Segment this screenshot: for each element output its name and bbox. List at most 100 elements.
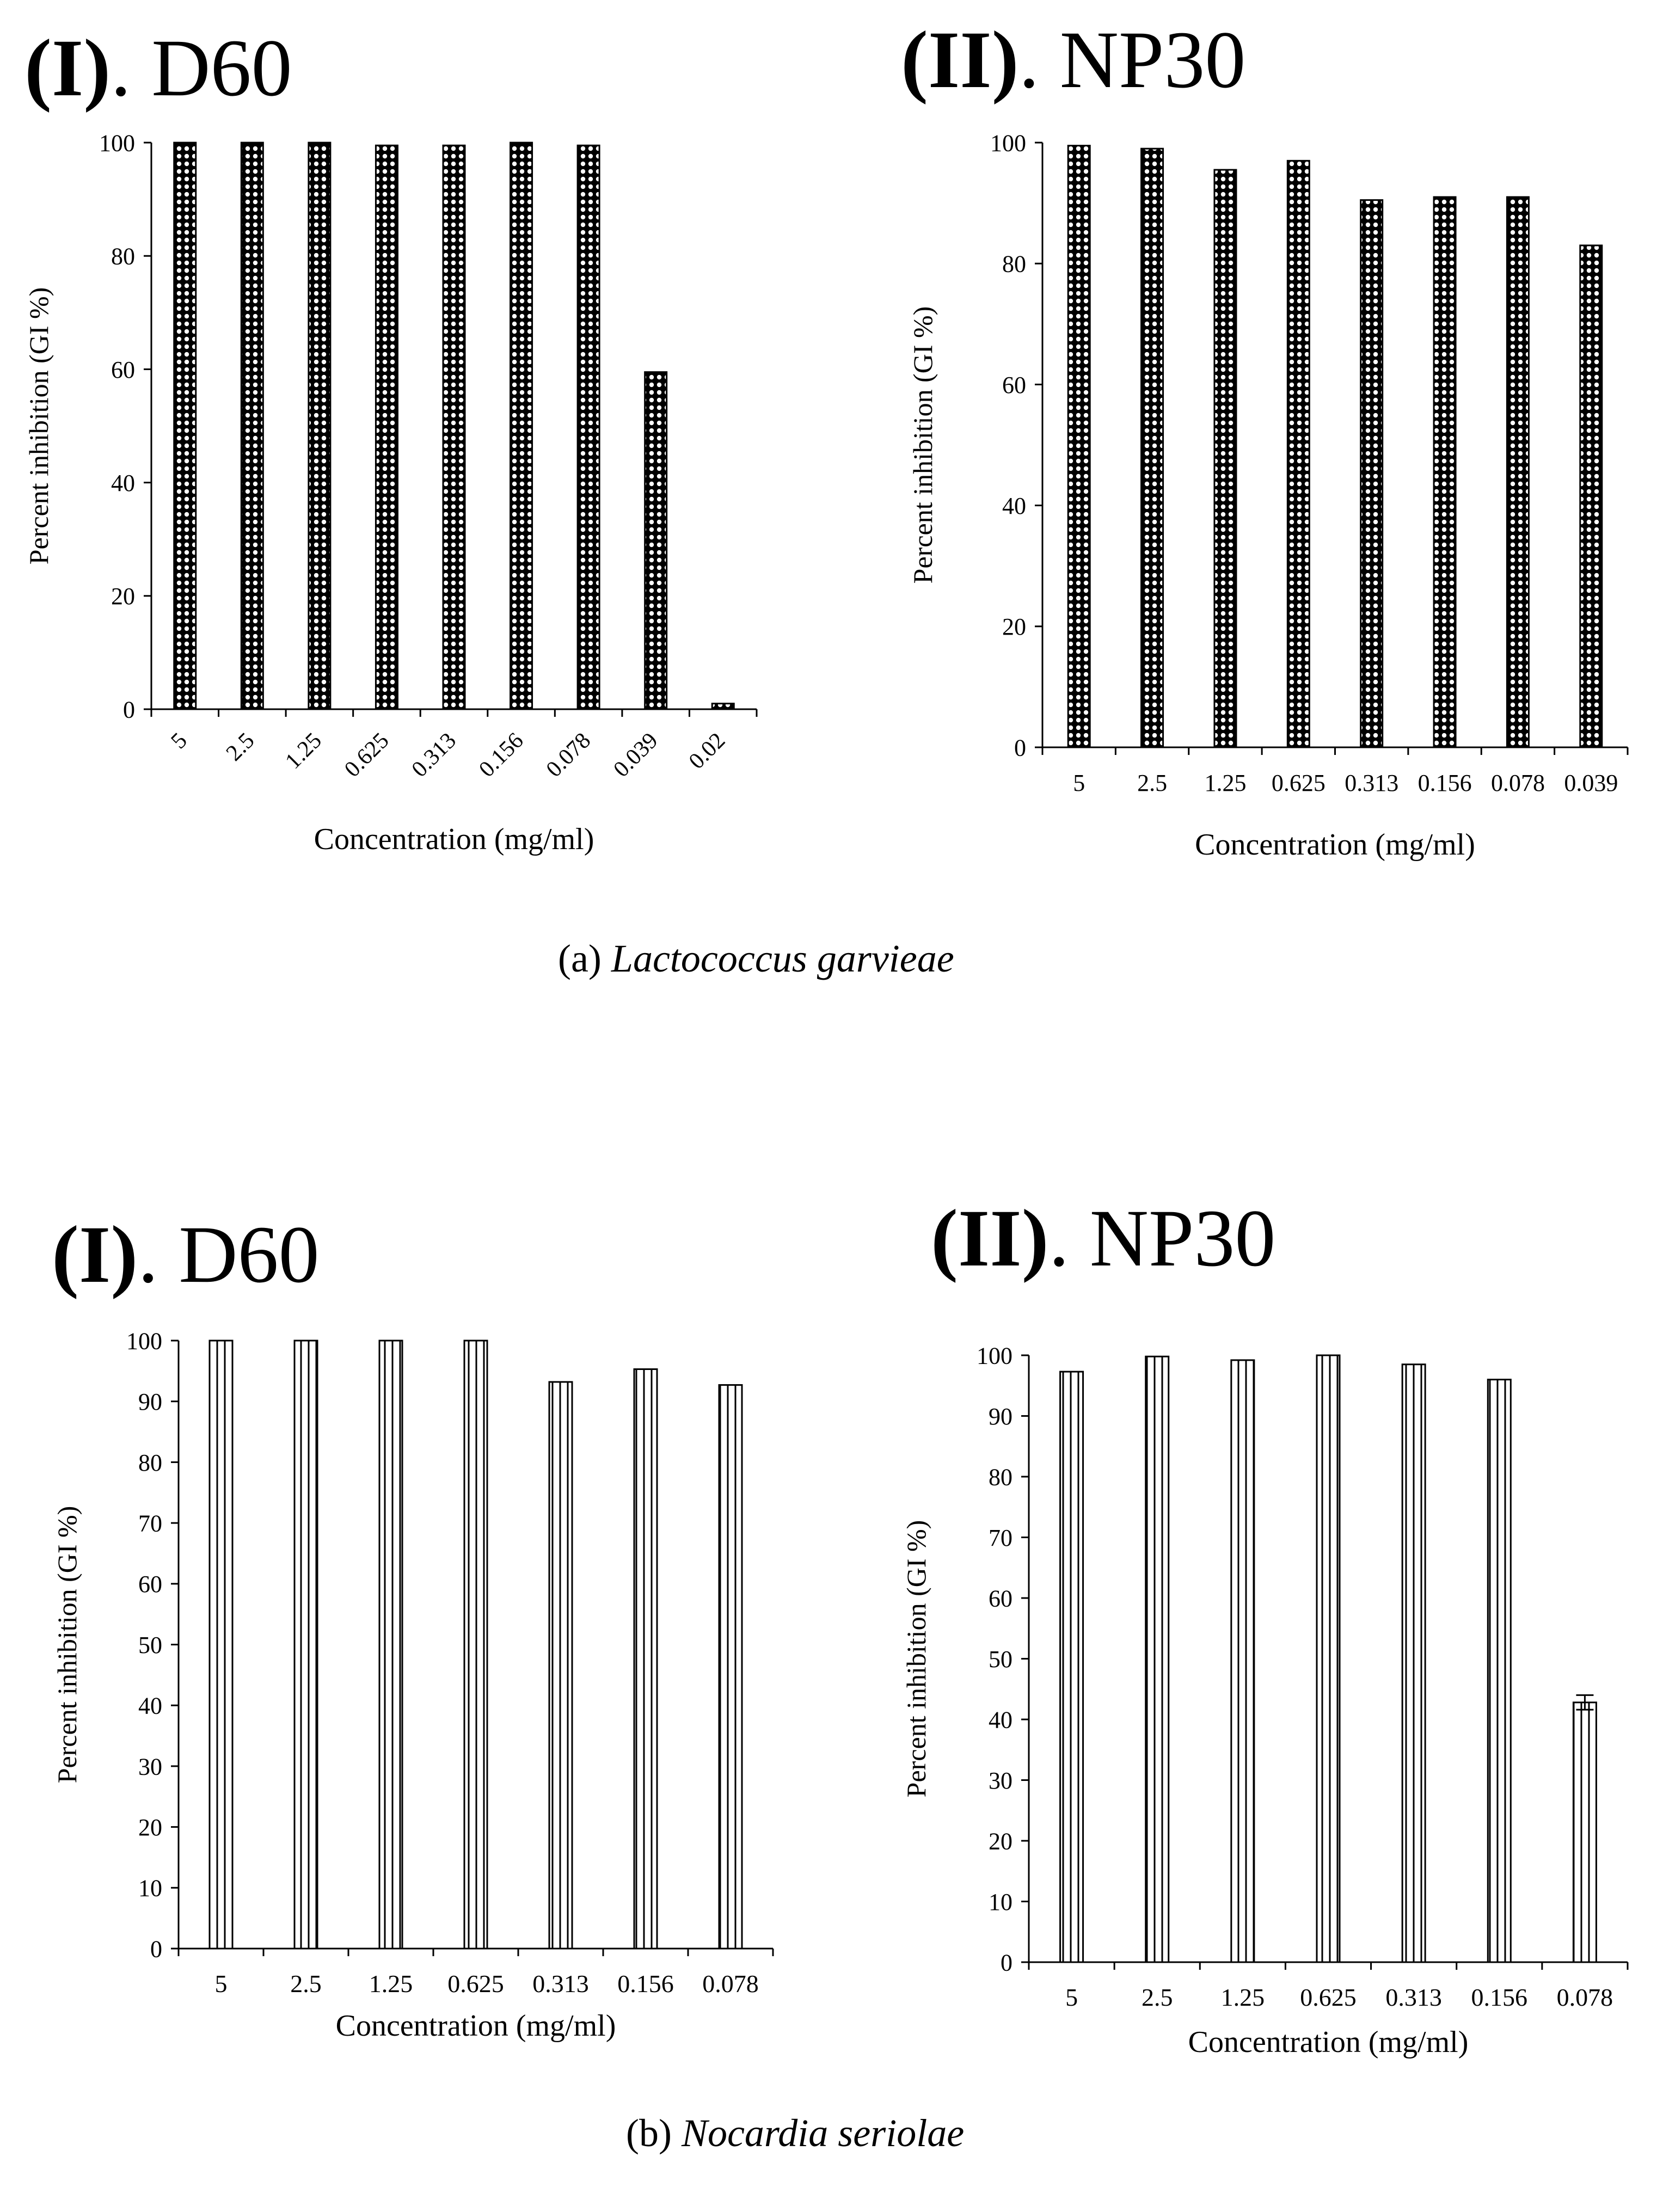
x-tick-label: 0.313 bbox=[532, 1970, 589, 1998]
bar bbox=[1433, 196, 1457, 748]
bar bbox=[1572, 1701, 1597, 1963]
panel-title-roman: (I) bbox=[24, 23, 111, 113]
bar bbox=[1579, 244, 1603, 748]
x-axis-label: Concentration (mg/ml) bbox=[1188, 2025, 1469, 2059]
panel-title-roman: (I) bbox=[52, 1209, 138, 1300]
panel-title-a-d60: (I). D60 bbox=[24, 27, 292, 109]
panel-title-b-d60: (I). D60 bbox=[52, 1214, 320, 1295]
panel-title-text: . NP30 bbox=[1048, 1193, 1276, 1283]
y-tick-label: 20 bbox=[989, 1828, 1012, 1854]
y-tick-label: 80 bbox=[138, 1449, 162, 1476]
panel-title-roman: (II) bbox=[901, 15, 1019, 105]
bar bbox=[1360, 199, 1384, 748]
bar bbox=[375, 144, 398, 710]
y-tick-label: 100 bbox=[126, 1328, 162, 1354]
bar bbox=[576, 144, 600, 710]
caption-prefix: (b) bbox=[626, 2111, 682, 2155]
y-tick-label: 40 bbox=[138, 1693, 162, 1719]
y-tick-label: 20 bbox=[111, 583, 135, 610]
bar bbox=[1506, 196, 1530, 748]
bar bbox=[1140, 148, 1164, 748]
y-tick-label: 60 bbox=[111, 357, 135, 383]
bar bbox=[378, 1340, 403, 1950]
x-tick-label: 1.25 bbox=[369, 1970, 413, 1998]
bar bbox=[293, 1340, 318, 1950]
caption-b: (b) Nocardia seriolae bbox=[626, 2111, 964, 2156]
bar bbox=[463, 1340, 488, 1950]
y-tick-label: 90 bbox=[138, 1388, 162, 1415]
y-tick-label: 0 bbox=[123, 696, 135, 723]
y-tick-label: 60 bbox=[989, 1585, 1012, 1612]
y-tick-label: 20 bbox=[1002, 613, 1026, 640]
y-tick-label: 10 bbox=[989, 1889, 1012, 1915]
bar bbox=[1213, 169, 1237, 748]
x-tick-label: 0.313 bbox=[1385, 1983, 1442, 2011]
bar bbox=[1316, 1354, 1341, 1963]
y-tick-label: 70 bbox=[989, 1525, 1012, 1551]
x-tick-label: 0.313 bbox=[1345, 770, 1398, 796]
bar bbox=[1230, 1359, 1255, 1963]
x-axis-label: Concentration (mg/ml) bbox=[336, 2009, 616, 2043]
x-tick-label: 0.625 bbox=[447, 1970, 504, 1998]
panel-title-b-np30: (II). NP30 bbox=[931, 1197, 1275, 1279]
caption-organism: Lactococcus garvieae bbox=[611, 937, 954, 980]
x-tick-label: 0.078 bbox=[1557, 1983, 1613, 2011]
bar bbox=[1487, 1379, 1512, 1963]
x-axis-label: Concentration (mg/ml) bbox=[314, 822, 594, 856]
y-axis-label: Percent inhibition (GI %) bbox=[907, 306, 938, 584]
y-axis-label: Percent inhibition (GI %) bbox=[901, 1520, 931, 1798]
y-tick-label: 60 bbox=[1002, 372, 1026, 398]
bar bbox=[1059, 1371, 1084, 1963]
bar bbox=[208, 1340, 234, 1950]
bar bbox=[633, 1368, 658, 1950]
y-tick-label: 40 bbox=[989, 1706, 1012, 1733]
panel-title-text: . D60 bbox=[111, 23, 292, 113]
y-tick-label: 80 bbox=[989, 1464, 1012, 1490]
bar bbox=[442, 144, 466, 710]
panel-title-text: . D60 bbox=[138, 1209, 320, 1300]
bar bbox=[240, 142, 264, 710]
x-tick-label: 0.156 bbox=[1471, 1983, 1528, 2011]
y-tick-label: 0 bbox=[1014, 734, 1026, 761]
bar bbox=[711, 703, 735, 710]
bar bbox=[644, 371, 668, 710]
y-tick-label: 20 bbox=[138, 1814, 162, 1841]
x-axis-label: Concentration (mg/ml) bbox=[1195, 828, 1475, 862]
x-tick-label: 0.156 bbox=[617, 1970, 674, 1998]
y-tick-label: 50 bbox=[138, 1632, 162, 1658]
x-tick-label: 5 bbox=[1073, 770, 1085, 796]
x-tick-label: 0.039 bbox=[1564, 770, 1618, 796]
bar bbox=[308, 142, 332, 710]
y-tick-label: 50 bbox=[989, 1646, 1012, 1673]
x-tick-label: 2.5 bbox=[290, 1970, 322, 1998]
x-tick-label: 0.625 bbox=[1300, 1983, 1357, 2011]
y-tick-label: 70 bbox=[138, 1510, 162, 1537]
y-tick-label: 30 bbox=[989, 1767, 1012, 1794]
x-tick-label: 5 bbox=[215, 1970, 228, 1998]
caption-organism: Nocardia seriolae bbox=[681, 2111, 965, 2155]
panel-title-a-np30: (II). NP30 bbox=[901, 19, 1245, 101]
bar bbox=[1145, 1355, 1170, 1963]
y-tick-label: 40 bbox=[111, 470, 135, 496]
bar bbox=[548, 1381, 573, 1950]
bar bbox=[510, 142, 533, 710]
y-tick-label: 60 bbox=[138, 1571, 162, 1597]
y-tick-label: 40 bbox=[1002, 493, 1026, 519]
x-tick-label: 2.5 bbox=[1142, 1983, 1173, 2011]
x-tick-label: 0.078 bbox=[702, 1970, 759, 1998]
y-axis-label: Percent inhibition (GI %) bbox=[23, 287, 54, 565]
y-tick-label: 100 bbox=[99, 130, 135, 156]
x-tick-label: 1.25 bbox=[1204, 770, 1246, 796]
caption-a: (a) Lactococcus garvieae bbox=[558, 936, 954, 981]
bar bbox=[1401, 1363, 1426, 1963]
bar bbox=[1067, 145, 1091, 748]
y-tick-label: 100 bbox=[990, 130, 1026, 156]
x-tick-label: 0.156 bbox=[1418, 770, 1472, 796]
x-tick-label: 2.5 bbox=[1137, 770, 1167, 796]
x-tick-label: 1.25 bbox=[1221, 1983, 1265, 2011]
bar bbox=[173, 142, 197, 710]
